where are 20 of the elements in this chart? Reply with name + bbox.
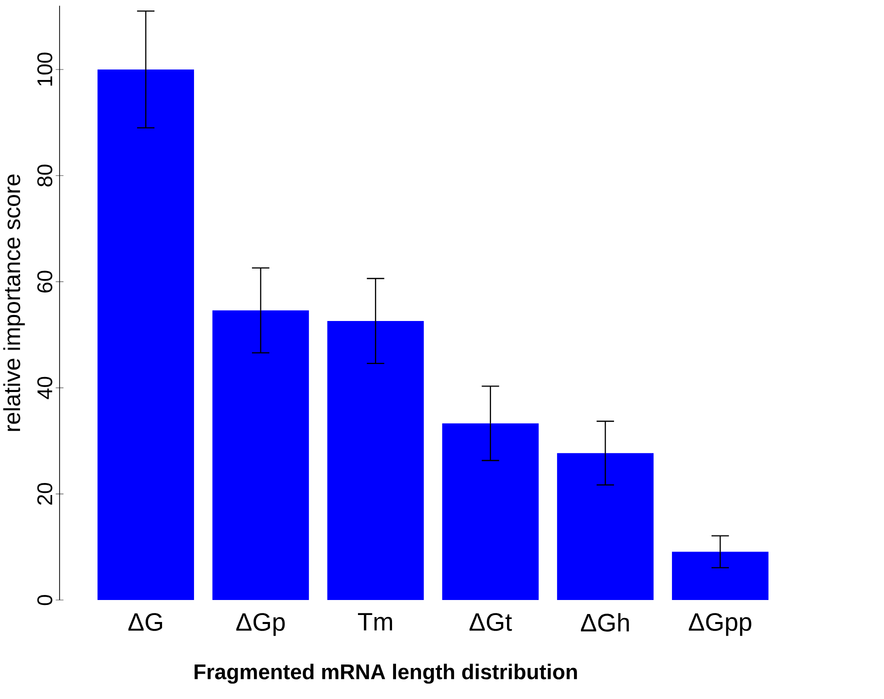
y-tick-label: 40 [37,377,52,400]
x-tick-label: Tm [358,613,392,631]
bar [98,70,194,600]
x-tick-label: ΔGt [470,613,512,632]
y-tick-label: 0 [37,595,52,606]
y-tick-label: 60 [37,270,52,293]
x-tick-label: ΔGh [580,613,629,632]
y-tick-label: 80 [37,164,52,187]
x-tick-label: ΔG [128,613,162,632]
bar [672,552,768,600]
y-tick-label: 100 [37,52,52,86]
bar [442,424,539,600]
x-axis-title: Fragmented mRNA length distribution [194,664,577,684]
y-tick-label: 20 [37,483,52,505]
bar [212,310,309,600]
bar [557,453,654,600]
y-axis-title: relative importance score [3,174,25,432]
bar [327,321,424,600]
x-tick-label: ΔGpp [688,613,752,636]
x-tick-label: ΔGp [236,613,285,636]
